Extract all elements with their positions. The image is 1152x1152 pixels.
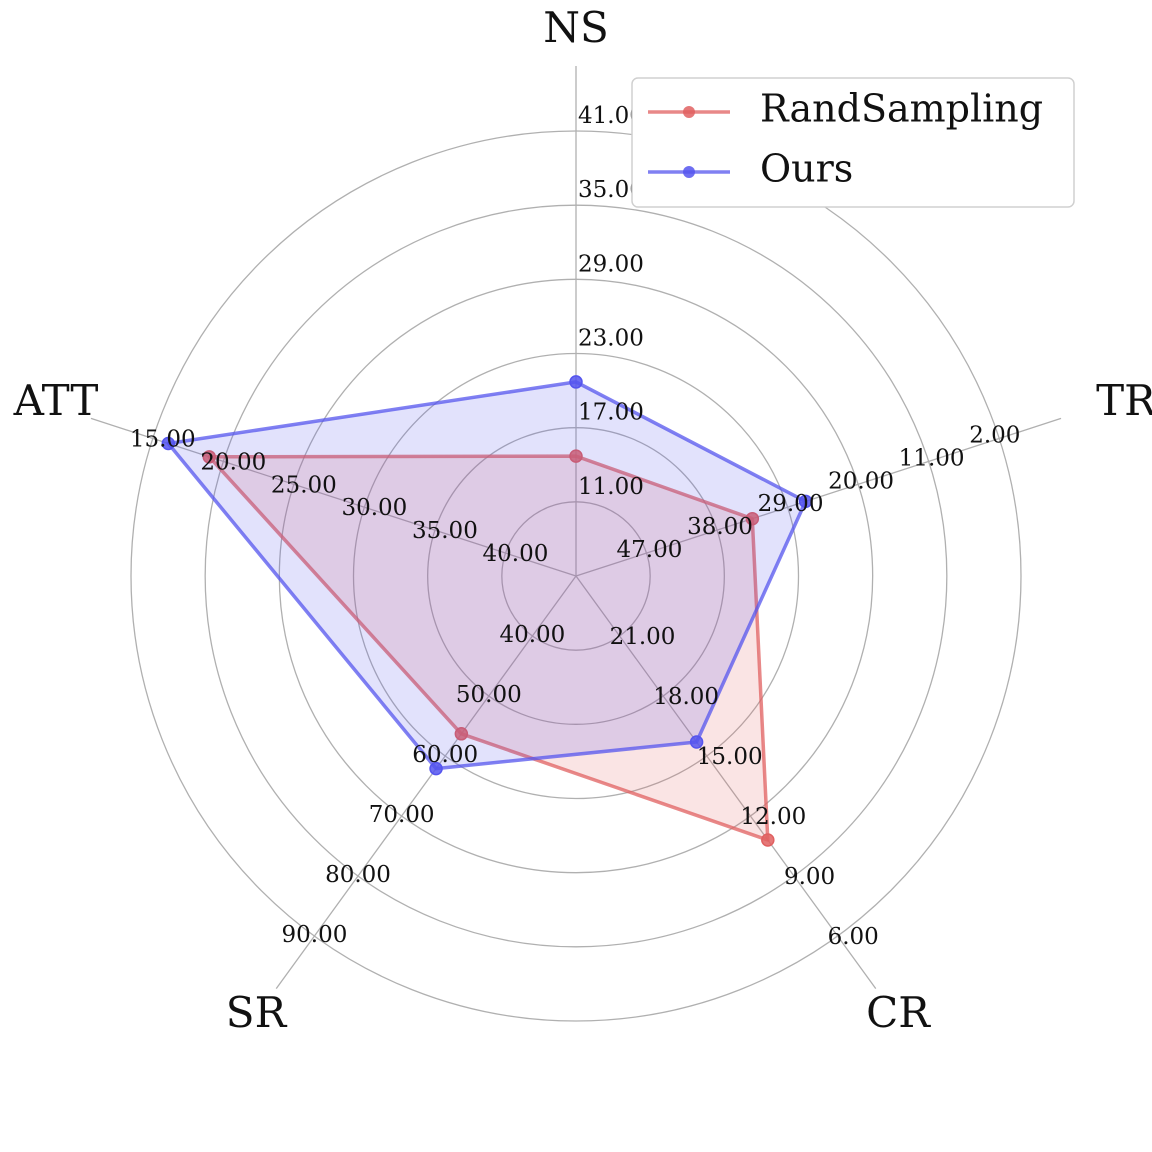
series-point-randsampling-ns [569, 449, 583, 463]
tick-label-att-3: 30.00 [341, 495, 407, 521]
tick-label-att-4: 25.00 [271, 472, 337, 498]
tick-label-tr-2: 38.00 [687, 514, 753, 540]
series-point-randsampling-cr [761, 833, 775, 847]
tick-label-tr-5: 11.00 [899, 445, 965, 471]
legend: RandSampling Ours [631, 77, 1075, 208]
tick-label-ns-4: 29.00 [578, 251, 644, 277]
series-point-ours-cr [689, 735, 704, 749]
tick-label-cr-6: 6.00 [828, 924, 879, 950]
tick-label-cr-1: 21.00 [610, 624, 676, 650]
series-point-ours-sr [429, 761, 443, 776]
tick-label-tr-6: 2.00 [969, 422, 1020, 448]
tick-label-tr-3: 29.00 [758, 491, 824, 517]
series-point-randsampling-sr [454, 727, 469, 741]
axis-label-cr: CR [866, 988, 931, 1037]
tick-label-cr-4: 12.00 [740, 804, 806, 830]
tick-label-ns-1: 11.00 [578, 474, 644, 500]
series-point-ours-ns [569, 375, 583, 389]
tick-label-sr-6: 90.00 [282, 922, 348, 948]
axis-spoke-cr [575, 575, 877, 989]
legend-label-ours: Ours [760, 147, 853, 191]
tick-label-cr-5: 9.00 [784, 864, 835, 890]
series-point-randsampling-tr [745, 511, 760, 526]
tick-label-sr-3: 60.00 [412, 742, 478, 768]
tick-label-tr-1: 47.00 [617, 537, 683, 563]
series-area-randsampling [209, 456, 768, 840]
legend-marker-randsampling [683, 106, 695, 118]
tick-label-sr-2: 50.00 [456, 682, 522, 708]
axis-spoke-sr [275, 575, 577, 989]
axis-spoke-tr [575, 417, 1062, 577]
legend-label-randsampling: RandSampling [760, 87, 1043, 131]
series-layer [161, 375, 813, 847]
series-line-randsampling [207, 454, 770, 842]
tick-label-cr-2: 18.00 [653, 684, 719, 710]
axis-label-tr: TR [1096, 376, 1152, 425]
tick-label-sr-1: 40.00 [499, 622, 565, 648]
series-point-ours-att [161, 436, 176, 451]
tick-label-layer: 11.0017.0023.0029.0035.0041.0047.0038.00… [130, 103, 1021, 950]
tick-label-ns-3: 23.00 [578, 326, 644, 352]
tick-label-att-1: 40.00 [483, 541, 549, 567]
axis-label-ns: NS [543, 3, 609, 52]
series-point-randsampling-att [202, 450, 216, 464]
tick-label-att-6: 15.00 [130, 426, 196, 452]
series-point-ours-tr [798, 494, 813, 509]
tick-label-cr-3: 15.00 [697, 744, 763, 770]
axis-label-sr: SR [226, 988, 288, 1037]
tick-label-sr-4: 70.00 [369, 802, 435, 828]
legend-box [631, 77, 1075, 208]
tick-label-att-5: 20.00 [200, 449, 266, 475]
series-line-ours [166, 380, 808, 771]
tick-label-ns-2: 17.00 [578, 400, 644, 426]
tick-label-att-2: 35.00 [412, 518, 478, 544]
legend-marker-ours [683, 166, 695, 178]
axis-label-layer: NS TR CR SR ATT [13, 3, 1152, 1037]
tick-label-tr-4: 20.00 [828, 468, 894, 494]
tick-label-sr-5: 80.00 [325, 862, 391, 888]
axis-label-att: ATT [13, 376, 99, 425]
series-area-ours [168, 381, 806, 769]
